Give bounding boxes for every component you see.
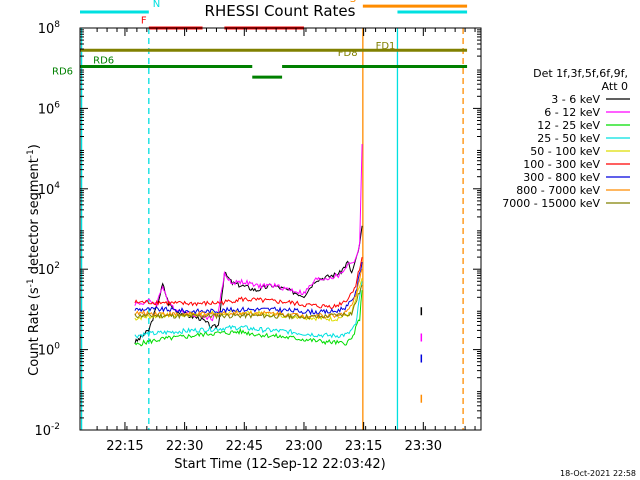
y-axis-title: Count Rate (s-1 detector segment-1) — [26, 144, 42, 376]
legend-label-7: 800 - 7000 keV — [516, 184, 600, 197]
x-tick-label-0: 22:15 — [106, 439, 143, 454]
annotation-2: S — [350, 0, 356, 5]
x-tick-label-5: 23:30 — [405, 439, 442, 454]
date-stamp: 18-Oct-2021 22:58 — [560, 469, 636, 478]
annotation-0: N — [153, 0, 160, 10]
y-tick-label-3: 104 — [38, 181, 61, 198]
legend-label-4: 50 - 100 keV — [530, 145, 600, 158]
legend-label-8: 7000 - 15000 keV — [502, 197, 600, 210]
series-line-5 — [134, 257, 363, 310]
legend-label-0: 3 - 6 keV — [551, 93, 600, 106]
annotation-3: FD1 — [376, 41, 396, 52]
x-tick-label-1: 22:30 — [166, 439, 203, 454]
x-tick-label-3: 23:00 — [285, 439, 322, 454]
series-line-3 — [134, 281, 363, 339]
legend-header-1: Att 0 — [602, 80, 628, 93]
x-tick-label-4: 23:15 — [345, 439, 382, 454]
series-line-6 — [134, 262, 363, 316]
legend-label-2: 12 - 25 keV — [537, 119, 600, 132]
plot-frame — [79, 27, 482, 431]
y-tick-label-1: 100 — [38, 342, 61, 359]
legend-label-6: 300 - 800 keV — [523, 171, 600, 184]
legend-label-5: 100 - 300 keV — [523, 158, 600, 171]
annotation-5: RD6 — [93, 56, 114, 67]
x-axis-title: Start Time (12-Sep-12 22:03:42) — [174, 457, 385, 472]
series-line-8 — [134, 284, 363, 320]
series-line-1 — [134, 143, 363, 322]
y-tick-label-4: 106 — [38, 100, 61, 117]
legend-header-0: Det 1f,3f,5f,6f,9f, — [533, 67, 628, 80]
annotation-4: FD8 — [338, 48, 358, 59]
chart-title: RHESSI Count Rates — [205, 2, 356, 20]
y-tick-label-0: 10-2 — [34, 422, 60, 439]
series-line-2 — [134, 290, 363, 347]
annotation-1: F — [141, 15, 147, 26]
legend-label-3: 25 - 50 keV — [537, 132, 600, 145]
y-tick-label-2: 102 — [38, 261, 60, 278]
annotation-6: RD6 — [52, 66, 73, 77]
legend-label-1: 6 - 12 keV — [544, 106, 600, 119]
y-tick-label-5: 108 — [38, 20, 61, 37]
x-tick-label-2: 22:45 — [226, 439, 263, 454]
